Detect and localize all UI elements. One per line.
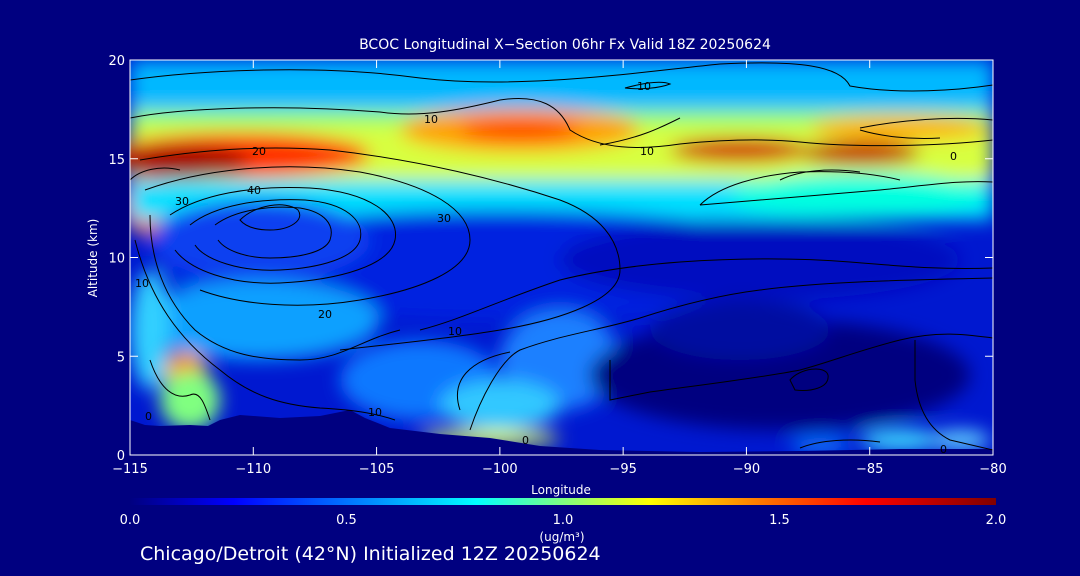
contour-label: 0 (522, 434, 529, 447)
y-tick-label: 15 (108, 153, 125, 168)
heatmap-field (130, 60, 993, 455)
y-tick-label: 10 (108, 252, 125, 267)
y-tick-label: 20 (108, 54, 125, 69)
colorbar-tick-label: 1.5 (769, 513, 790, 528)
contour-label: 30 (437, 212, 451, 225)
contour-label: 10 (368, 406, 382, 419)
chart-title: BCOC Longitudinal X−Section 06hr Fx Vali… (359, 37, 771, 53)
colorbar-tick-label: 2.0 (986, 513, 1007, 528)
contour-label: 10 (424, 113, 438, 126)
contour-label: 10 (640, 145, 654, 158)
y-axis-label: Altitude (km) (86, 219, 100, 298)
contour-label: 10 (637, 80, 651, 93)
x-tick-label: −115 (112, 462, 148, 477)
colorbar (130, 498, 996, 505)
contour-label: 10 (448, 325, 462, 338)
colorbar-unit: (ug/m³) (539, 530, 584, 544)
contour-label: 0 (145, 410, 152, 423)
colorbar-tick-label: 0.0 (120, 513, 141, 528)
x-tick-label: −100 (482, 462, 518, 477)
y-tick-label: 0 (117, 449, 125, 464)
x-axis: −115 −110 −105 −100 −95 −90 −85 −80 (112, 60, 1007, 477)
y-tick-label: 5 (117, 350, 125, 365)
x-tick-label: −85 (856, 462, 883, 477)
x-tick-label: −95 (609, 462, 636, 477)
contour-label: 20 (252, 145, 266, 158)
contour-label: 20 (318, 308, 332, 321)
contour-label: 0 (950, 150, 957, 163)
colorbar-axis: 0.0 0.5 1.0 1.5 2.0 (120, 513, 1007, 528)
colorbar-tick-label: 0.5 (336, 513, 357, 528)
contour-labels: 10 10 20 40 30 30 10 20 10 10 0 0 10 0 0 (135, 80, 957, 456)
location-caption: Chicago/Detroit (42°N) Initialized 12Z 2… (140, 543, 601, 565)
contour-lines (130, 62, 993, 451)
colorbar-tick-label: 1.0 (553, 513, 574, 528)
contour-label: 0 (940, 443, 947, 456)
contour-label: 10 (135, 277, 149, 290)
y-axis: 0 5 10 15 20 (108, 54, 993, 464)
x-tick-label: −90 (733, 462, 760, 477)
contour-label: 40 (247, 184, 261, 197)
x-axis-label: Longitude (531, 483, 591, 497)
x-tick-label: −110 (235, 462, 271, 477)
terrain (130, 410, 993, 455)
x-tick-label: −105 (359, 462, 395, 477)
x-tick-label: −80 (979, 462, 1006, 477)
contour-label: 30 (175, 195, 189, 208)
